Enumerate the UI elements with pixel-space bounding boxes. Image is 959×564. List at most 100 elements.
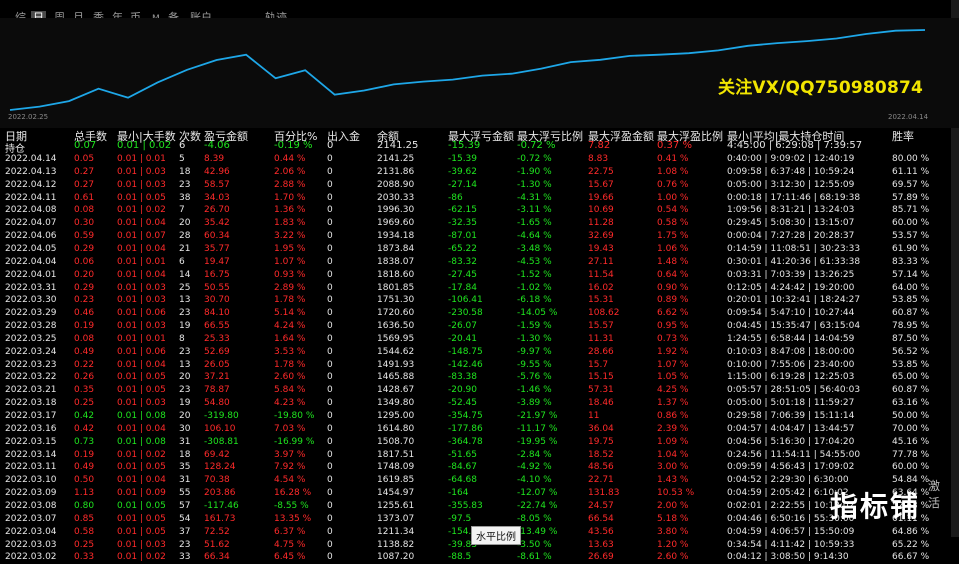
table-row[interactable]: 2022.04.06 0.59 0.01 | 0.07 28 60.34 3.22 % 0 1… [0, 230, 959, 243]
table-row[interactable]: 2022.03.11 0.49 0.01 | 0.05 35 128.24 7.92 % 0… [0, 461, 959, 474]
cell-mfp: 22.75 [588, 166, 614, 177]
table-row[interactable]: 2022.03.29 0.46 0.01 | 0.06 23 84.10 5.14 % 0 1… [0, 307, 959, 320]
cell-mfl: -32.35 [448, 218, 478, 229]
table-row[interactable]: 2022.03.02 0.33 0.01 | 0.02 33 66.34 6.45 % 0 1… [0, 551, 959, 564]
table-row[interactable]: 2022.04.11 0.61 0.01 | 0.05 38 34.03 1.70 % 0 2… [0, 192, 959, 205]
header-mfl[interactable]: 最大浮亏金额 [448, 130, 514, 143]
cell-pct: 1.07 % [274, 256, 306, 267]
cell-mfp: 8.83 [588, 154, 609, 164]
header-minmax[interactable]: 最小|大手数 [117, 130, 176, 143]
cell-count: 8 [179, 333, 185, 344]
cell-io: 0 [327, 500, 333, 511]
vertical-scrollbar[interactable] [951, 0, 959, 537]
cell-minmax: 0.01 | 0.02 [117, 205, 166, 216]
cell-count: 31 [179, 436, 191, 447]
header-date[interactable]: 日期 [5, 130, 27, 143]
cell-time: 0:02:01 | 2:22:55 | 10:12:02 [727, 500, 855, 511]
tab-8[interactable]: 备 [166, 11, 181, 25]
chart-end-label: 2022.04.14 [888, 113, 929, 121]
table-row[interactable]: 2022.04.14 0.05 0.01 | 0.01 5 8.39 0.44 % 0 214… [0, 153, 959, 166]
header-io[interactable]: 出入金 [327, 130, 360, 143]
table-row[interactable]: 2022.04.12 0.27 0.01 | 0.03 23 58.57 2.88 % 0 2… [0, 179, 959, 192]
cell-time: 0:29:45 | 5:08:30 | 13:15:07 [727, 218, 855, 229]
cell-mfp: 108.62 [588, 308, 620, 319]
tab-6[interactable]: 币 [128, 11, 143, 25]
cell-count: 23 [179, 385, 191, 396]
cell-pct: 1.83 % [274, 218, 306, 229]
holding-balance: 2141.25 [377, 140, 419, 151]
cell-mfpp: 0.64 % [657, 269, 689, 280]
cell-count: 14 [179, 269, 191, 280]
tab-5[interactable]: 年 [110, 11, 125, 25]
table-row[interactable]: 2022.03.18 0.25 0.01 | 0.03 19 54.80 4.23 % 0 1… [0, 397, 959, 410]
cell-minmax: 0.01 | 0.08 [117, 411, 166, 421]
header-lots[interactable]: 总手数 [74, 130, 107, 143]
table-row[interactable]: 2022.04.08 0.08 0.01 | 0.02 7 26.70 1.36 % 0 19… [0, 204, 959, 217]
cell-mfl: -354.75 [448, 411, 483, 421]
table-row[interactable]: 2022.04.04 0.06 0.01 | 0.01 6 19.47 1.07 % 0 18… [0, 256, 959, 269]
table-row[interactable]: 2022.03.15 0.73 0.01 | 0.08 31 -308.81 -16.99… [0, 436, 959, 449]
table-row[interactable]: 2022.03.04 0.58 0.01 | 0.05 37 72.52 6.37 % 0 1… [0, 526, 959, 539]
cell-pnl: 72.52 [204, 526, 230, 537]
tab-2[interactable]: 周 [52, 11, 67, 25]
header-count[interactable]: 次数 [179, 130, 201, 143]
cell-io: 0 [327, 179, 333, 190]
table-row[interactable]: 2022.04.01 0.20 0.01 | 0.04 14 16.75 0.93 % 0 1… [0, 269, 959, 282]
cell-mfp: 22.71 [588, 475, 614, 486]
cell-date: 2022.03.14 [5, 449, 57, 460]
table-row[interactable]: 2022.03.25 0.08 0.01 | 0.01 8 25.33 1.64 % 0 15… [0, 333, 959, 346]
tab-0[interactable]: 综 [13, 11, 28, 25]
table-row[interactable]: 2022.04.05 0.29 0.01 | 0.04 21 35.77 1.95 % 0 1… [0, 243, 959, 256]
table-row[interactable]: 2022.03.17 0.42 0.01 | 0.08 20 -319.80 -19.80… [0, 410, 959, 423]
table-row[interactable]: 2022.04.07 0.30 0.01 | 0.04 20 35.42 1.83 % 0 1… [0, 217, 959, 230]
tab-4[interactable]: 季 [91, 11, 106, 25]
tab-3[interactable]: 月 [71, 11, 86, 25]
cell-mfp: 66.54 [588, 513, 614, 524]
cell-date: 2022.03.07 [5, 513, 57, 524]
table-row[interactable]: 2022.04.13 0.27 0.01 | 0.03 18 42.96 2.06 % 0 2… [0, 166, 959, 179]
cell-lots: 0.22 [74, 359, 95, 370]
cell-win: 54.84 % [892, 475, 930, 486]
cell-mflp: -3.89 % [517, 398, 552, 409]
cell-mflp: -12.07 % [517, 488, 558, 499]
table-row[interactable]: 2022.03.28 0.19 0.01 | 0.03 19 66.55 4.24 % 0 1… [0, 320, 959, 333]
cell-lots: 0.25 [74, 398, 95, 409]
cell-io: 0 [327, 231, 333, 242]
table-row[interactable]: 2022.03.22 0.26 0.01 | 0.05 20 37.21 2.60 % 0 1… [0, 371, 959, 384]
cell-pct: 5.84 % [274, 385, 306, 396]
table-row[interactable]: 2022.03.16 0.42 0.01 | 0.04 30 106.10 7.03 % 0… [0, 423, 959, 436]
header-mflp[interactable]: 最大浮亏比例 [517, 130, 583, 143]
header-pnl[interactable]: 盈亏金额 [204, 130, 248, 143]
table-row[interactable]: 2022.03.09 1.13 0.01 | 0.09 55 203.86 16.28 %… [0, 487, 959, 500]
cell-mfl: -27.45 [448, 269, 478, 280]
header-balance[interactable]: 余额 [377, 130, 399, 143]
header-mfpp[interactable]: 最大浮盈比例 [657, 130, 723, 143]
table-row[interactable]: 2022.03.08 0.80 0.01 | 0.05 57 -117.46 -8.55 … [0, 500, 959, 513]
cell-mfl: -86 [448, 192, 463, 203]
header-time[interactable]: 最小|平均|最大持仓时间 [727, 130, 845, 143]
header-mfp[interactable]: 最大浮盈金额 [588, 130, 654, 143]
cell-count: 7 [179, 205, 185, 216]
table-row[interactable]: 2022.03.14 0.19 0.01 | 0.02 18 69.42 3.97 % 0 1… [0, 449, 959, 462]
cell-minmax: 0.01 | 0.04 [117, 423, 166, 434]
header-win[interactable]: 胜率 [892, 130, 914, 143]
holding-lots: 0.07 [74, 140, 97, 151]
cell-pnl: 26.05 [204, 359, 230, 370]
cell-pnl: 58.57 [204, 179, 230, 190]
table-row[interactable]: 2022.03.31 0.29 0.01 | 0.03 25 50.55 2.89 % 0 1… [0, 282, 959, 295]
table-row[interactable]: 2022.03.30 0.23 0.01 | 0.03 13 30.70 1.78 % 0 1… [0, 294, 959, 307]
cell-win: 69.57 % [892, 179, 930, 190]
table-row[interactable]: 2022.03.21 0.35 0.01 | 0.05 23 78.87 5.84 % 0 1… [0, 384, 959, 397]
cell-lots: 0.33 [74, 552, 95, 563]
table-row[interactable]: 2022.03.24 0.49 0.01 | 0.06 23 52.69 3.53 % 0 1… [0, 346, 959, 359]
table-row[interactable]: 2022.03.23 0.22 0.01 | 0.04 13 26.05 1.78 % 0 1… [0, 359, 959, 372]
cell-minmax: 0.01 | 0.03 [117, 166, 166, 177]
cell-minmax: 0.01 | 0.04 [117, 359, 166, 370]
cell-pct: 2.60 % [274, 372, 306, 383]
table-row[interactable]: 2022.03.10 0.50 0.01 | 0.04 31 70.38 4.54 % 0 1… [0, 474, 959, 487]
header-pct[interactable]: 百分比% [274, 130, 318, 143]
cell-mflp: -8.61 % [517, 552, 552, 563]
cell-balance: 1544.62 [377, 346, 415, 357]
cell-balance: 1619.85 [377, 475, 415, 486]
table-row[interactable]: 2022.03.07 0.85 0.01 | 0.05 54 161.73 13.35 %… [0, 513, 959, 526]
